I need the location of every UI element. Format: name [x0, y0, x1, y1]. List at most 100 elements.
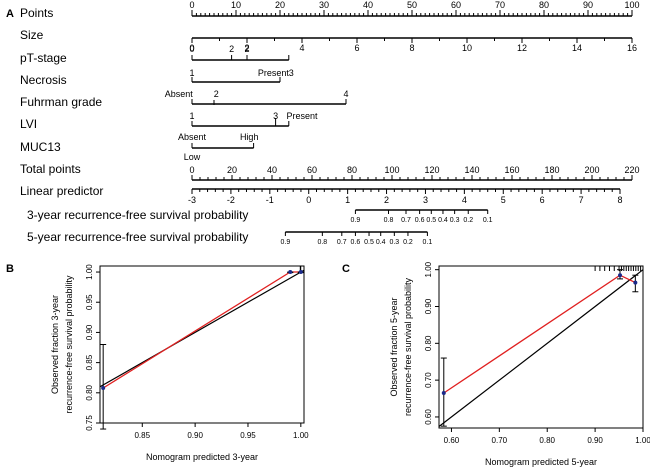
size-tick-label: 8: [409, 43, 414, 53]
panel-b-x-tick-label: 0.90: [187, 431, 203, 440]
muc13-low-label: Low: [184, 152, 201, 162]
linear-tick-label: 4: [462, 195, 467, 205]
lvi-label: 3: [273, 111, 278, 121]
surv5-tick-label: 0.2: [403, 239, 413, 246]
necrosis-label-3: 3: [289, 68, 294, 78]
size-tick-label: 14: [572, 43, 582, 53]
pt_stage-label: 0: [189, 44, 194, 54]
row-label-surv3: 3-year recurrence-free survival probabil…: [27, 208, 248, 222]
lvi-label: 1: [189, 111, 194, 121]
row-label-size: Size: [20, 28, 44, 42]
size-tick-label: 2: [244, 43, 249, 53]
panel-b-y-tick-label: 0.90: [85, 324, 94, 340]
panel-c-ylabel: recurrence-free survival probability: [403, 277, 413, 416]
fuhrman-label: 4: [343, 89, 348, 99]
total-tick-label: 100: [384, 165, 399, 175]
panel-b-label: B: [6, 263, 14, 275]
total-tick-label: 60: [307, 165, 317, 175]
size-tick-label: 10: [462, 43, 472, 53]
points-tick-label: 20: [275, 0, 285, 10]
surv3-tick-label: 0.1: [483, 217, 493, 224]
panel-b-y-tick-label: 0.75: [85, 415, 94, 431]
panel-c-y-tick-label: 1.00: [424, 261, 433, 277]
points-tick-label: 50: [407, 0, 417, 10]
panel-c-ylabel: Observed fraction 5-year: [389, 297, 399, 396]
pt_stage-label: 2: [229, 44, 234, 54]
size-tick-label: 16: [627, 43, 637, 53]
panel-c-xlabel: Nomogram predicted 5-year: [485, 457, 597, 467]
row-label-lvi: LVI: [20, 117, 37, 131]
surv5-tick-label: 0.8: [317, 239, 327, 246]
panel-b-x-tick-label: 1.00: [293, 431, 309, 440]
linear-tick-label: 0: [306, 195, 311, 205]
surv5-tick-label: 0.5: [364, 239, 374, 246]
surv5-tick-label: 0.1: [423, 239, 433, 246]
panel-b-ideal-line: [99, 269, 305, 388]
panel-c-x-tick-label: 0.60: [444, 436, 460, 445]
panel-b-ylabel: recurrence-free survival probability: [64, 275, 74, 414]
linear-tick-label: 6: [540, 195, 545, 205]
panel-b-point: [101, 385, 106, 390]
fuhrman-label: Absent: [165, 89, 194, 99]
points-tick-label: 70: [495, 0, 505, 10]
panel-c-point: [633, 280, 638, 285]
total-tick-label: 40: [267, 165, 277, 175]
surv3-tick-label: 0.3: [450, 217, 460, 224]
panel-b-ylabel: Observed fraction 3-year: [50, 295, 60, 394]
panel-c-y-tick-label: 0.80: [424, 335, 433, 351]
size-tick-label: 12: [517, 43, 527, 53]
panel-c-x-tick-label: 0.80: [539, 436, 555, 445]
surv5-tick-label: 0.4: [376, 239, 386, 246]
surv5-tick-label: 0.7: [337, 239, 347, 246]
surv3-tick-label: 0.6: [415, 217, 425, 224]
total-tick-label: 160: [504, 165, 519, 175]
row-label-pt_stage: pT-stage: [20, 51, 67, 65]
row-label-total: Total points: [20, 162, 81, 176]
size-tick-label: 0: [189, 43, 194, 53]
linear-tick-label: 2: [384, 195, 389, 205]
row-label-linear: Linear predictor: [20, 184, 103, 198]
linear-tick-label: -2: [227, 195, 235, 205]
surv3-tick-label: 0.8: [384, 217, 394, 224]
row-label-fuhrman: Fuhrman grade: [20, 95, 102, 109]
size-tick-label: 6: [354, 43, 359, 53]
size-tick-label: 4: [299, 43, 304, 53]
panel-b-frame: [99, 265, 305, 424]
muc13-label: Absent: [178, 132, 207, 142]
panel-c-frame: [438, 265, 644, 429]
necrosis-label: 1: [189, 68, 194, 78]
panel-c-x-tick-label: 0.70: [492, 436, 508, 445]
panel-c-x-tick-label: 0.90: [587, 436, 603, 445]
panel-b-y-tick-label: 0.95: [85, 294, 94, 310]
surv3-tick-label: 0.5: [426, 217, 436, 224]
panel-c-ideal-line: [438, 269, 644, 428]
linear-tick-label: 1: [345, 195, 350, 205]
points-tick-label: 100: [624, 0, 639, 10]
linear-tick-label: 5: [501, 195, 506, 205]
surv3-tick-label: 0.7: [401, 217, 411, 224]
surv5-tick-label: 0.9: [281, 239, 291, 246]
panel-b-y-tick-label: 1.00: [85, 264, 94, 280]
points-tick-label: 90: [583, 0, 593, 10]
panel-c-point: [618, 273, 623, 278]
points-tick-label: 0: [189, 0, 194, 10]
total-tick-label: 120: [424, 165, 439, 175]
panel-b-x-tick-label: 0.85: [134, 431, 150, 440]
surv5-tick-label: 0.3: [389, 239, 399, 246]
total-tick-label: 180: [544, 165, 559, 175]
row-label-points: Points: [20, 6, 53, 20]
panel-c-label: C: [342, 263, 350, 275]
panel-c-point: [441, 391, 446, 396]
panel-c-y-tick-label: 0.60: [424, 409, 433, 425]
total-tick-label: 220: [624, 165, 639, 175]
panel-c-series-line: [443, 274, 636, 394]
points-tick-label: 40: [363, 0, 373, 10]
lvi-label: Present: [286, 111, 318, 121]
surv3-tick-label: 0.9: [351, 217, 361, 224]
surv3-tick-label: 0.4: [438, 217, 448, 224]
panel-a-label: A: [6, 8, 14, 20]
linear-tick-label: 8: [617, 195, 622, 205]
linear-tick-label: 3: [423, 195, 428, 205]
